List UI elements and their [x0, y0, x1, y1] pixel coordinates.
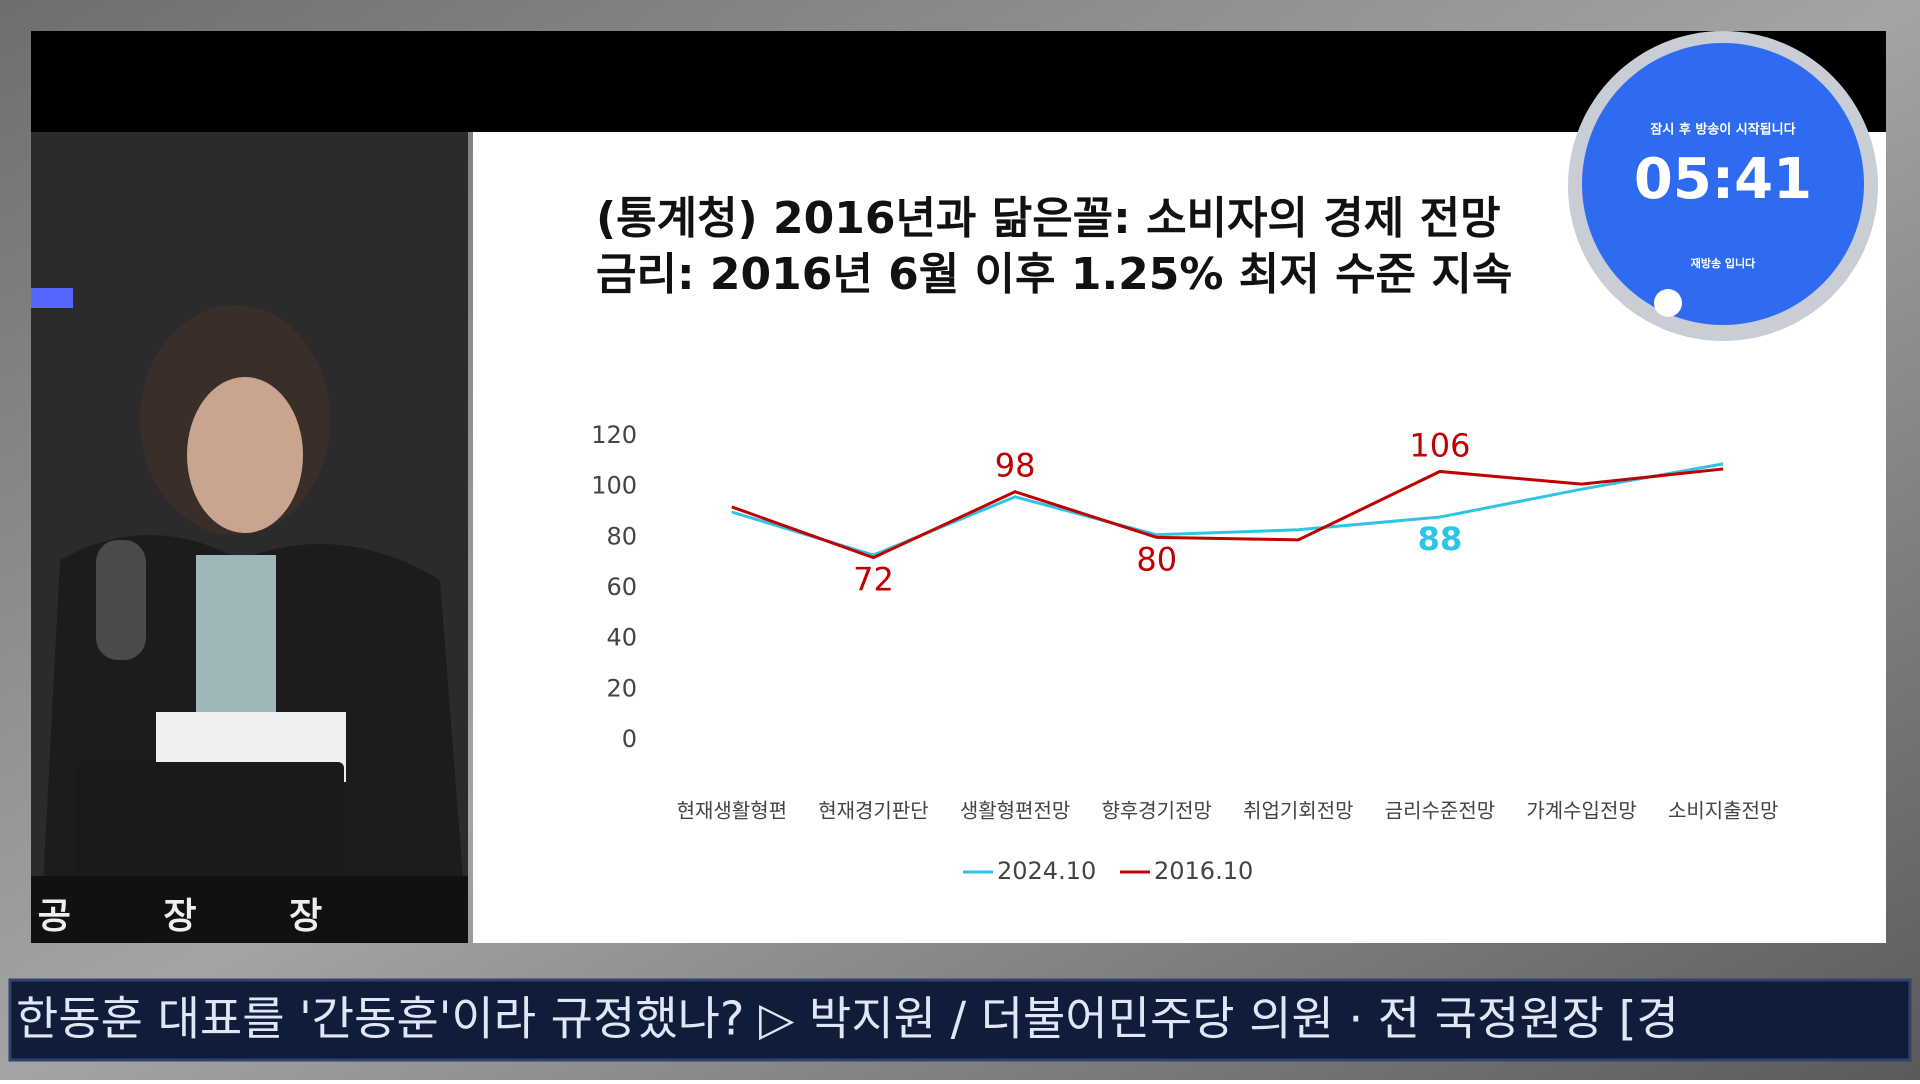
timer-dot [1654, 289, 1682, 317]
y-tick-label: 60 [606, 573, 637, 601]
legend-label: 2024.10 [997, 857, 1096, 885]
x-tick-label: 가계수입전망 [1526, 799, 1636, 823]
x-tick-label: 향후경기전망 [1101, 799, 1211, 823]
x-tick-label: 소비지출전망 [1668, 799, 1778, 823]
plot: 0 20 40 60 80 100 120 현재생활형편 현재경기판단 생활형편전망 향후경기전망 취… [591, 421, 1778, 885]
y-tick-label: 80 [606, 522, 637, 550]
data-label: 88 [1418, 520, 1463, 558]
ticker-text: 한동훈 대표를 '간동훈'이라 규정했나? ▷ 박지원 / 더불어민주당 의원 … [16, 992, 1679, 1046]
nameplate-text: 공 장 장 [38, 896, 362, 937]
y-tick-label: 20 [606, 674, 637, 702]
timer-note: 재방송 입니다 [1691, 256, 1756, 270]
x-tick-label: 금리수준전망 [1385, 799, 1495, 823]
chart-title: (통계청) 2016년과 닮은꼴: 소비자의 경제 전망 [596, 193, 1501, 244]
legend-label: 2016.10 [1154, 857, 1253, 885]
timer: 05:41 [1634, 147, 1812, 212]
ticker-bar [8, 978, 1912, 1062]
nameplate [31, 876, 468, 943]
y-tick-label: 120 [591, 421, 637, 449]
data-label: 106 [1409, 426, 1470, 464]
y-tick-label: 100 [591, 472, 637, 500]
person-face [187, 377, 303, 533]
x-tick-label: 취업기회전망 [1243, 799, 1353, 823]
y-tick-label: 40 [606, 624, 637, 652]
y-tick-label: 0 [622, 725, 637, 753]
camera-light [31, 288, 73, 308]
x-tick-label: 생활형편전망 [960, 799, 1070, 823]
x-tick-label: 현재생활형편 [677, 799, 787, 823]
microphone [96, 540, 146, 660]
person-shirt [196, 555, 276, 725]
x-tick-label: 현재경기판단 [818, 799, 928, 823]
top-bar [31, 31, 1886, 132]
series-line [731, 467, 1724, 560]
chart-subtitle: 금리: 2016년 6월 이후 1.25% 최저 수준 지속 [596, 249, 1512, 300]
laptop [76, 762, 344, 882]
timer-caption: 잠시 후 방송이 시작됩니다 [1650, 122, 1795, 138]
data-label: 80 [1136, 540, 1177, 578]
timer-disc [1582, 43, 1864, 325]
data-label: 72 [853, 561, 894, 599]
data-label: 98 [995, 447, 1036, 485]
